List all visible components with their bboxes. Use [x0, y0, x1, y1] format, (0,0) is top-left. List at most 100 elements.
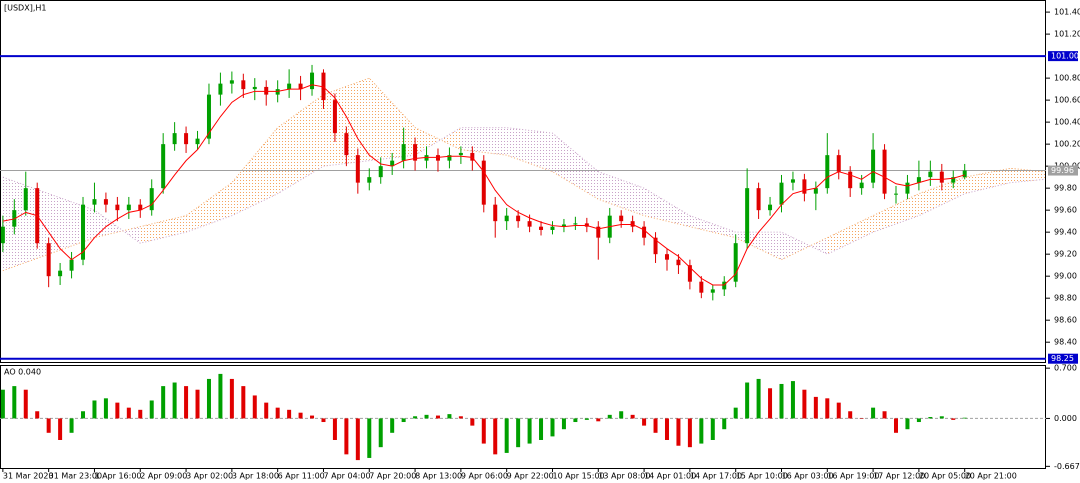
- ao-bar: [401, 418, 406, 423]
- candle-body: [653, 237, 658, 255]
- candle-body: [882, 149, 887, 194]
- candle-body: [584, 223, 589, 227]
- ao-bar: [413, 416, 418, 419]
- ao-bar: [81, 411, 86, 419]
- ao-bar: [58, 418, 63, 440]
- candle-body: [115, 204, 120, 211]
- candle-body: [264, 86, 269, 95]
- candle-body: [126, 204, 131, 211]
- ao-bar: [424, 414, 429, 419]
- ao-frame: [0, 365, 1046, 469]
- x-tick-label: 20 Apr 05:00: [919, 472, 971, 481]
- ao-bar: [664, 418, 669, 440]
- ao-bar: [206, 378, 211, 419]
- candle-body: [539, 226, 544, 230]
- ao-bar: [939, 416, 944, 419]
- ao-bar: [138, 409, 143, 419]
- ao-bar: [184, 386, 189, 419]
- cloud-segment: [964, 168, 1011, 194]
- main-frame: [0, 0, 1046, 363]
- y-tick-label: 99.00: [1054, 272, 1077, 281]
- candle-body: [619, 215, 624, 222]
- candle-body: [916, 177, 921, 183]
- candle-body: [413, 144, 418, 161]
- candle-body: [241, 80, 246, 90]
- ao-bar: [596, 418, 601, 422]
- cloud-segment: [735, 232, 782, 260]
- candle-body: [573, 223, 578, 225]
- ao-y-tick-label: 0.700: [1054, 364, 1077, 373]
- y-tick-label: 101.40: [1054, 8, 1080, 17]
- ao-bar: [69, 418, 74, 433]
- current-price-box: [1048, 165, 1078, 176]
- y-tick-label: 98.80: [1054, 294, 1077, 303]
- ao-bar: [332, 418, 337, 440]
- candle-body: [218, 83, 223, 95]
- ao-bar: [470, 418, 475, 426]
- candle-body: [69, 259, 74, 271]
- candle-body: [481, 160, 486, 205]
- ao-bar: [768, 388, 773, 419]
- ao-bar: [275, 407, 280, 419]
- ao-bar: [653, 418, 658, 433]
- ao-bar: [859, 418, 864, 419]
- candle-body: [298, 83, 303, 90]
- ao-bar: [916, 418, 921, 423]
- candle-body: [745, 188, 750, 244]
- ao-bar: [848, 411, 853, 419]
- ao-bar: [115, 402, 120, 419]
- candle-body: [893, 193, 898, 195]
- candle-body: [378, 166, 383, 178]
- y-tick-label: 101.20: [1054, 30, 1080, 39]
- ao-bar: [0, 389, 5, 419]
- moving-average: [2, 84, 965, 286]
- ao-bar: [642, 418, 647, 426]
- candle-body: [172, 133, 177, 145]
- ao-bar: [951, 418, 956, 420]
- x-tick-label: 9 Apr 06:00: [461, 472, 508, 481]
- ao-bar: [630, 414, 635, 419]
- ao-bar: [527, 418, 532, 444]
- ao-bar: [23, 389, 28, 419]
- x-tick-label: 16 Apr 03:00: [781, 472, 833, 481]
- ao-bar: [676, 418, 681, 446]
- ao-bar: [802, 389, 807, 419]
- ao-bar: [103, 398, 108, 419]
- x-tick-label: 1 Apr 16:00: [94, 472, 141, 481]
- candle-body: [939, 171, 944, 183]
- candle-body: [344, 133, 349, 156]
- candle-body: [321, 72, 326, 101]
- candle-body: [161, 144, 166, 189]
- candle-body: [596, 226, 601, 238]
- ao-bar: [344, 418, 349, 455]
- candle-body: [58, 270, 63, 277]
- ao-bar: [355, 418, 360, 461]
- candle-body: [206, 94, 211, 139]
- cloud-segment: [415, 127, 461, 156]
- x-tick-label: 3 Apr 18:00: [232, 472, 279, 481]
- ao-bar: [241, 386, 246, 419]
- ao-bar: [871, 407, 876, 419]
- candle-body: [310, 72, 315, 90]
- cloud-segment: [277, 94, 324, 194]
- ao-bar: [573, 418, 578, 423]
- ao-bar: [722, 418, 727, 430]
- level-label-box: [1048, 353, 1078, 364]
- candle-body: [836, 155, 841, 172]
- ao-bar: [836, 402, 841, 419]
- ao-bar: [779, 383, 784, 419]
- candle-body: [848, 171, 853, 189]
- level-label: 101.00: [1051, 52, 1079, 61]
- cloud-segment: [48, 193, 95, 255]
- x-tick-label: 31 Mar 2020: [3, 472, 54, 481]
- x-tick-label: 31 Mar 23:00: [49, 472, 102, 481]
- candle-body: [149, 188, 154, 211]
- ao-bar: [252, 395, 257, 419]
- ao-bar: [813, 396, 818, 419]
- candle-body: [332, 100, 337, 134]
- candle-body: [184, 133, 189, 145]
- candle-body: [561, 224, 566, 227]
- ao-bar: [504, 418, 509, 453]
